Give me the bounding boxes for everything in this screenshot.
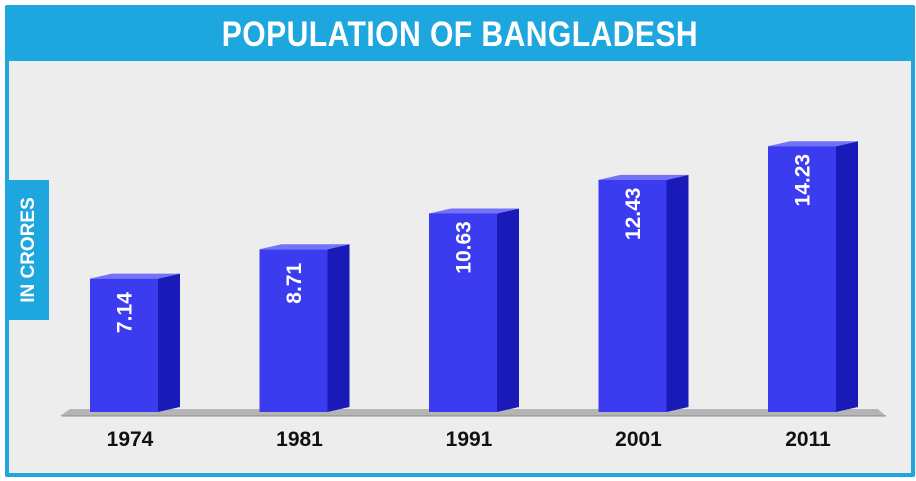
- bar-top: [429, 208, 519, 214]
- bar: [429, 213, 497, 412]
- chart-title: POPULATION OF BANGLADESH: [221, 15, 699, 54]
- bar-value-label: 7.14: [114, 292, 137, 333]
- bar-top: [598, 174, 689, 180]
- bar: [768, 146, 836, 412]
- bar-value-label: 8.71: [283, 263, 306, 304]
- bar: [90, 278, 158, 412]
- y-axis-label-tab: IN CRORES: [9, 180, 49, 320]
- x-tick-label: 2001: [615, 428, 662, 451]
- bar-top: [259, 244, 350, 250]
- x-tick-label: 1991: [446, 428, 493, 451]
- bar-side: [666, 174, 689, 412]
- bar: [259, 249, 328, 412]
- bar-top: [768, 141, 858, 147]
- bar-value-label: 14.23: [792, 154, 815, 207]
- bar-value-label: 10.63: [453, 221, 476, 274]
- bar-side: [327, 244, 350, 412]
- bar-side: [836, 141, 858, 412]
- x-tick-label: 1981: [276, 428, 323, 451]
- bar-value-label: 12.43: [622, 188, 645, 241]
- bar: [598, 179, 667, 412]
- bar-side: [497, 208, 519, 412]
- x-tick-label: 1974: [107, 428, 154, 451]
- bar-top: [90, 273, 180, 279]
- x-tick-label: 2011: [785, 428, 831, 451]
- bar-side: [158, 273, 180, 412]
- title-band: POPULATION OF BANGLADESH: [9, 9, 911, 61]
